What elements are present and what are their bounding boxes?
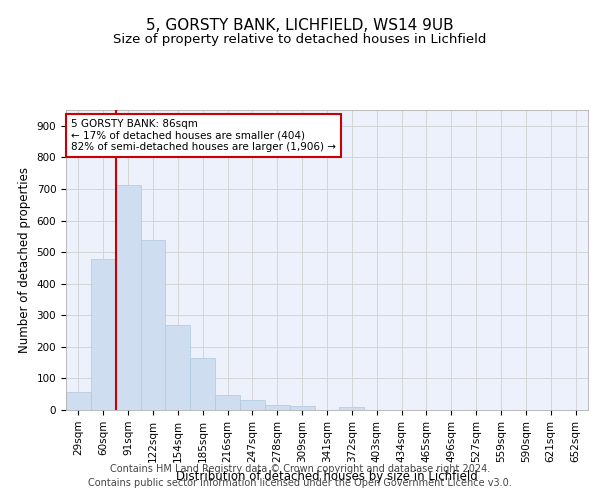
Bar (290, 406, 314, 410)
Bar (190, 358, 215, 410)
Text: 5, GORSTY BANK, LICHFIELD, WS14 9UB: 5, GORSTY BANK, LICHFIELD, WS14 9UB (146, 18, 454, 32)
Text: Contains HM Land Registry data © Crown copyright and database right 2024.
Contai: Contains HM Land Registry data © Crown c… (88, 464, 512, 487)
Text: 5 GORSTY BANK: 86sqm
← 17% of detached houses are smaller (404)
82% of semi-deta: 5 GORSTY BANK: 86sqm ← 17% of detached h… (71, 119, 336, 152)
Bar (140, 240, 166, 410)
Bar (340, 408, 364, 410)
Bar (240, 400, 265, 410)
Y-axis label: Number of detached properties: Number of detached properties (18, 167, 31, 353)
Bar (166, 324, 190, 410)
Bar (66, 392, 91, 410)
Text: Size of property relative to detached houses in Lichfield: Size of property relative to detached ho… (113, 32, 487, 46)
Bar (215, 396, 240, 410)
Bar (116, 185, 140, 410)
Bar (91, 259, 116, 410)
X-axis label: Distribution of detached houses by size in Lichfield: Distribution of detached houses by size … (176, 470, 478, 483)
Bar (265, 405, 290, 410)
